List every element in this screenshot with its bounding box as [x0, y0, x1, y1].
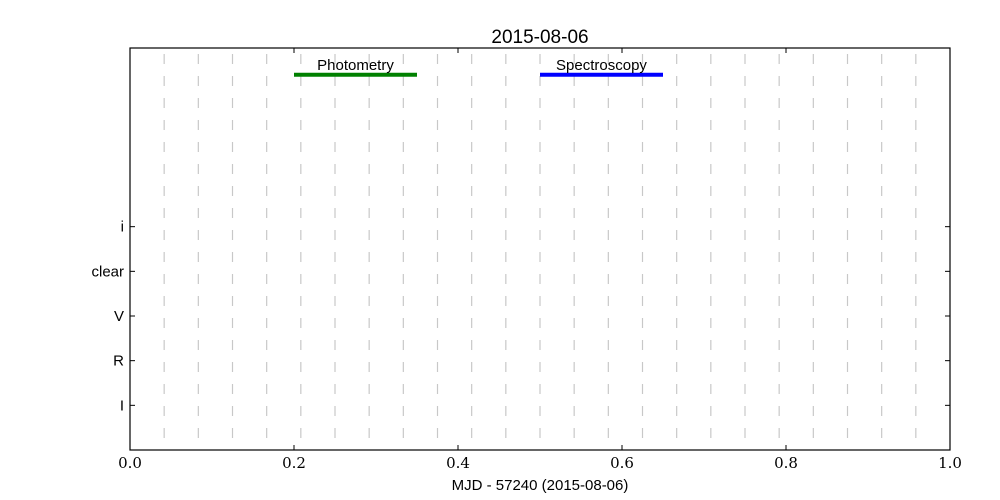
x-tick-label: 0.4	[446, 454, 470, 472]
x-tick-label: 1.0	[938, 454, 962, 472]
segment-label: Photometry	[317, 57, 394, 74]
segment-label: Spectroscopy	[556, 57, 647, 74]
y-tick-label: I	[120, 397, 124, 414]
x-axis-label: MJD - 57240 (2015-08-06)	[452, 477, 629, 494]
y-axis: i clear V R I	[91, 219, 950, 414]
plot-frame	[129, 47, 951, 451]
x-tick-label: 0.6	[610, 454, 634, 472]
segments: Photometry Spectroscopy	[294, 57, 663, 77]
y-tick-label: R	[113, 353, 124, 370]
x-axis: 0.0 0.2 0.4 0.6 0.8 1.0	[118, 48, 962, 472]
y-tick-label: clear	[91, 263, 124, 280]
x-tick-label: 0.2	[282, 454, 306, 472]
chart-title: 2015-08-06	[491, 27, 588, 48]
y-tick-label: i	[121, 219, 124, 236]
y-tick-label: V	[114, 308, 124, 325]
x-tick-label: 0.0	[118, 454, 142, 472]
x-tick-label: 0.8	[774, 454, 798, 472]
hour-gridlines	[163, 48, 917, 450]
